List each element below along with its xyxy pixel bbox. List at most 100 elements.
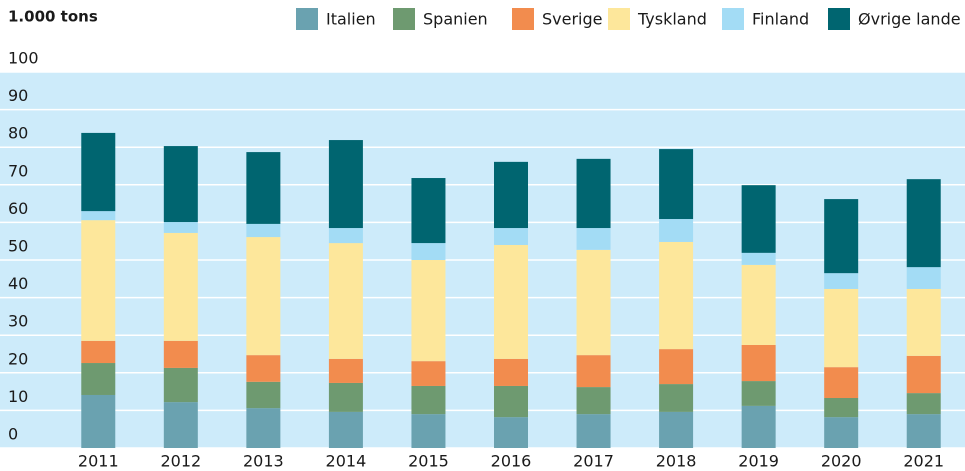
bar-segment [576,158,611,229]
bar-segment [81,132,116,212]
x-tick-label: 2014 [326,452,367,471]
bar-segment [494,417,528,448]
y-tick-label: 40 [8,274,28,293]
bar-segment [163,340,198,368]
bar-segment [411,414,446,448]
x-tick-label: 2013 [243,452,284,471]
bar-segment [576,414,611,448]
y-tick-label: 90 [8,86,28,105]
bar-segment [659,219,694,242]
bar-segment [328,243,363,359]
bar-segment [824,417,859,448]
x-tick-label: 2018 [656,452,697,471]
bar-segment [246,237,281,356]
legend-label: Tyskland [637,10,707,29]
bar-segment [494,228,528,245]
bar-segment [81,394,116,448]
x-tick-label: 2012 [160,452,201,471]
bar-segment [824,367,859,398]
y-tick-label: 30 [8,312,28,331]
y-tick-label: 20 [8,349,28,368]
bar-segment [163,367,198,403]
bar-segment [824,397,859,418]
legend-swatch [722,8,744,30]
bar-segment [659,241,694,350]
bar-segment [246,152,281,224]
legend-swatch [608,8,630,30]
x-tick-label: 2019 [738,452,779,471]
y-tick-label: 100 [8,49,39,68]
bar-segment [411,178,446,244]
chart-title: 1.000 tons [8,8,98,26]
bar-segment [494,161,528,229]
bar-segment [906,288,941,356]
bar-segment [494,385,528,418]
bar-segment [81,211,116,221]
legend-label: Sverige [542,10,603,29]
x-tick-label: 2021 [903,452,944,471]
bar-segment [576,228,611,250]
bar-segment [576,249,611,356]
bar-segment [659,384,694,412]
legend-swatch [393,8,415,30]
bar-segment [246,408,281,448]
legend-label: Finland [752,10,809,29]
bar-segment [659,149,694,220]
legend-swatch [828,8,850,30]
y-tick-label: 10 [8,387,28,406]
bar-segment [163,222,198,233]
legend-swatch [296,8,318,30]
y-tick-label: 60 [8,199,28,218]
y-tick-label: 0 [8,425,18,444]
bar-segment [81,363,116,395]
bar-segment [163,232,198,341]
bar-segment [906,267,941,289]
bar-segment [411,260,446,362]
bar-segment [411,361,446,386]
bar-segment [659,349,694,385]
bar-segment [741,381,776,406]
bar-segment [163,146,198,223]
y-tick-label: 70 [8,161,28,180]
bar-segment [81,340,116,364]
bar-segment [328,411,363,448]
bar-segment [494,244,528,359]
bar-segment [906,355,941,394]
x-tick-label: 2015 [408,452,449,471]
bar-segment [741,185,776,253]
bar-segment [741,264,776,345]
bar-segment [246,381,281,409]
x-tick-label: 2016 [491,452,532,471]
bar-segment [659,411,694,448]
bar-segment [741,344,776,382]
bar-segment [163,402,198,448]
bar-segment [906,179,941,268]
legend-label: Øvrige lande [858,10,961,29]
legend-label: Spanien [423,10,488,29]
bar-segment [246,223,281,238]
x-tick-label: 2017 [573,452,614,471]
bar-segment [411,385,446,415]
bar-segment [824,273,859,289]
bar-segment [328,382,363,412]
bar-segment [576,387,611,415]
bar-segment [906,414,941,448]
x-tick-label: 2011 [78,452,119,471]
bar-segment [741,405,776,448]
bar-segment [906,393,941,415]
bar-segment [494,358,528,386]
y-tick-label: 80 [8,124,28,143]
bar-segment [824,199,859,274]
bar-segment [328,228,363,244]
legend-swatch [512,8,534,30]
legend-label: Italien [326,10,376,29]
x-tick-label: 2020 [821,452,862,471]
bar-segment [411,243,446,260]
bar-segment [328,140,363,229]
y-tick-label: 50 [8,237,28,256]
bar-segment [741,252,776,265]
bar-segment [576,355,611,388]
bar-segment [824,288,859,368]
bar-segment [328,358,363,383]
